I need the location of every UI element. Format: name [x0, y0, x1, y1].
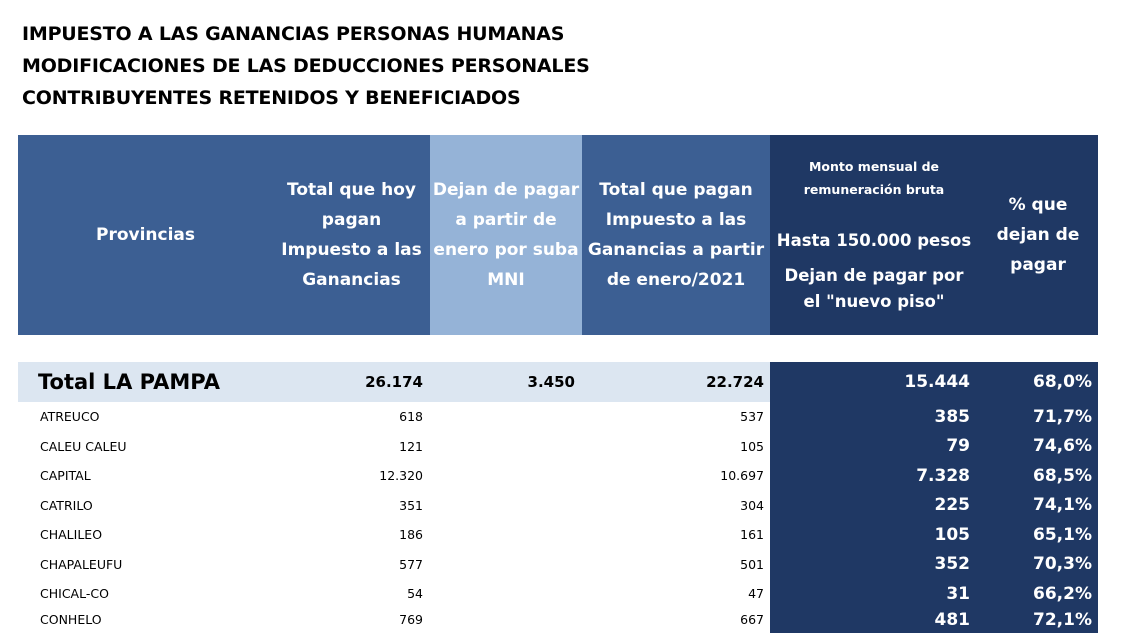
header-provincias: Provincias [18, 135, 273, 335]
row-monto: 105 [934, 524, 971, 545]
header-monto-small-line: remuneración bruta [803, 182, 945, 197]
row-monto: 352 [934, 554, 971, 575]
row-name: CHICAL-CO [40, 586, 109, 602]
row-monto: 385 [934, 406, 971, 427]
row-pct: 66,2% [1033, 583, 1092, 604]
table-row: CALEU CALEU 121 105 79 74,6% [0, 432, 1121, 462]
header-pagan-line: Impuesto a las [605, 210, 747, 230]
header-dejan-de-pagar: Dejan de pagar a partir de enero por sub… [430, 135, 582, 335]
header-monto-dejan-line: Dejan de pagar por [784, 266, 964, 285]
header-monto-small-line: Monto mensual de [808, 159, 940, 174]
header-pagan-line: Total que pagan [599, 180, 753, 200]
row-pagan: 161 [740, 527, 764, 543]
header-dejan-line: Dejan de pagar [432, 180, 580, 200]
table-row: CAPITAL 12.320 10.697 7.328 68,5% [0, 461, 1121, 491]
row-pct: 74,1% [1033, 495, 1092, 516]
row-pct: 68,5% [1033, 465, 1092, 486]
row-pagan: 537 [740, 409, 764, 425]
total-pagan: 22.724 [706, 373, 764, 391]
table-row: CHAPALEUFU 577 501 352 70,3% [0, 550, 1121, 580]
header-total-hoy: Total que hoy pagan Impuesto a las Ganan… [273, 135, 430, 335]
header-pct-line: % que [1008, 195, 1068, 215]
header-porcentaje: % que dejan de pagar [978, 135, 1098, 335]
row-pct: 72,1% [1033, 609, 1092, 630]
row-name: CATRILO [40, 497, 93, 513]
row-pagan: 667 [740, 612, 764, 627]
total-pct: 68,0% [1033, 372, 1092, 392]
row-name: CHALILEO [40, 527, 103, 543]
row-pct: 70,3% [1033, 554, 1092, 575]
table-row: ATREUCO 618 537 385 71,7% [0, 402, 1121, 432]
header-dejan-line: enero por suba [433, 240, 579, 260]
row-pagan: 10.697 [720, 468, 764, 484]
row-pagan: 501 [740, 556, 764, 572]
row-monto: 481 [934, 609, 971, 630]
row-monto: 225 [934, 495, 971, 516]
header-pagan-line: Ganancias a partir [587, 240, 765, 260]
row-name: CHAPALEUFU [40, 556, 123, 572]
row-monto: 31 [946, 583, 970, 604]
total-dejan: 3.450 [527, 373, 575, 391]
row-total-hoy: 577 [399, 556, 423, 572]
document-title: IMPUESTO A LAS GANANCIAS PERSONAS HUMANA… [22, 18, 590, 114]
row-name: ATREUCO [40, 409, 100, 425]
row-pagan: 47 [748, 586, 764, 602]
row-total-hoy: 769 [399, 612, 423, 627]
row-monto: 7.328 [916, 465, 970, 486]
row-name: CALEU CALEU [40, 438, 127, 454]
row-pagan: 105 [740, 438, 764, 454]
highlight-column-background [770, 362, 1098, 633]
table-row: CHICAL-CO 54 47 31 66,2% [0, 579, 1121, 609]
total-row-band [18, 362, 770, 402]
header-total-pagan: Total que pagan Impuesto a las Ganancias… [582, 135, 770, 335]
row-pct: 74,6% [1033, 436, 1092, 457]
header-total-hoy-line: Ganancias [302, 270, 401, 290]
row-total-hoy: 54 [407, 586, 423, 602]
header-monto-dejan-line: el "nuevo piso" [803, 292, 945, 311]
total-total-hoy: 26.174 [365, 373, 423, 391]
header-pct-line: dejan de [996, 225, 1080, 245]
header-monto-hasta: Hasta 150.000 pesos [776, 231, 972, 250]
header-pagan-line: de enero/2021 [606, 270, 746, 290]
total-monto: 15.444 [904, 372, 970, 392]
row-name: CAPITAL [40, 468, 91, 484]
header-total-hoy-line: Total que hoy [287, 180, 416, 200]
row-name: CONHELO [40, 612, 102, 627]
title-line-1: IMPUESTO A LAS GANANCIAS PERSONAS HUMANA… [22, 23, 565, 45]
table-row: CATRILO 351 304 225 74,1% [0, 491, 1121, 521]
header-pct-line: pagar [1010, 255, 1066, 275]
table-row: CHALILEO 186 161 105 65,1% [0, 520, 1121, 550]
header-provincias-label: Provincias [95, 225, 196, 245]
row-total-hoy: 351 [399, 497, 423, 513]
total-row: Total LA PAMPA 26.174 3.450 22.724 15.44… [0, 362, 1121, 402]
table-row: CONHELO 769 667 481 72,1% [0, 606, 1121, 633]
row-total-hoy: 618 [399, 409, 423, 425]
row-total-hoy: 186 [399, 527, 423, 543]
row-pct: 71,7% [1033, 406, 1092, 427]
title-line-2: MODIFICACIONES DE LAS DEDUCCIONES PERSON… [22, 55, 590, 77]
row-pct: 65,1% [1033, 524, 1092, 545]
header-dejan-line: a partir de [455, 210, 557, 230]
row-pagan: 304 [740, 497, 764, 513]
title-line-3: CONTRIBUYENTES RETENIDOS Y BENEFICIADOS [22, 87, 521, 109]
header-dejan-line: MNI [487, 270, 525, 290]
total-name: Total LA PAMPA [38, 370, 220, 394]
header-total-hoy-line: Impuesto a las [281, 240, 422, 260]
header-total-hoy-line: pagan [321, 210, 382, 230]
header-monto-mensual: Monto mensual de remuneración bruta Hast… [770, 135, 978, 335]
row-monto: 79 [946, 436, 970, 457]
row-total-hoy: 121 [399, 438, 423, 454]
row-total-hoy: 12.320 [379, 468, 423, 484]
